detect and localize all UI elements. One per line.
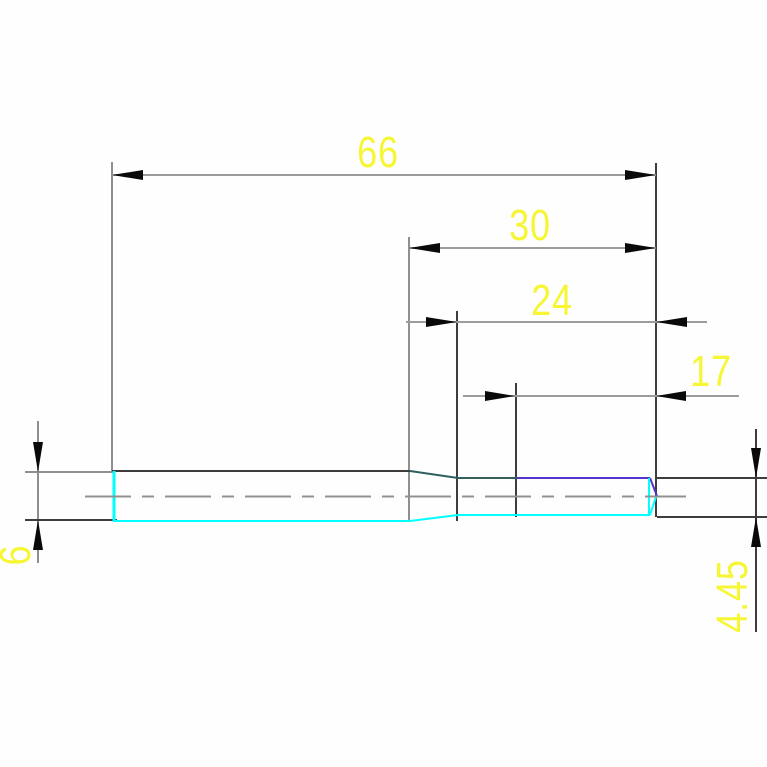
- arrowhead-24-left: [426, 317, 457, 327]
- arrowhead-66-right: [625, 170, 656, 180]
- dim-label-4.45: 4.45: [708, 559, 757, 633]
- arrowhead-4-45-top: [751, 448, 761, 478]
- arrowhead-6-bottom: [33, 520, 43, 550]
- part-top-taper: [409, 470, 459, 479]
- dim-label-6: 6: [0, 545, 40, 566]
- part-bottom-taper: [409, 514, 459, 522]
- arrowhead-6-top: [33, 442, 43, 472]
- dim-label-66: 66: [357, 128, 399, 177]
- arrowhead-17-left: [485, 391, 515, 401]
- dim-label-30: 30: [509, 201, 551, 250]
- part-nose-bottom-chamfer: [649, 496, 657, 516]
- arrowhead-30-right: [625, 243, 656, 253]
- dim-label-17: 17: [690, 347, 732, 396]
- arrowhead-4-45-bottom: [751, 517, 761, 547]
- arrowhead-17-right: [656, 391, 686, 401]
- dim-label-24: 24: [531, 276, 573, 325]
- part-nose-top-chamfer: [649, 477, 658, 497]
- arrowhead-30-left: [409, 243, 440, 253]
- arrowhead-66-left: [112, 170, 143, 180]
- arrowhead-24-right: [656, 317, 687, 327]
